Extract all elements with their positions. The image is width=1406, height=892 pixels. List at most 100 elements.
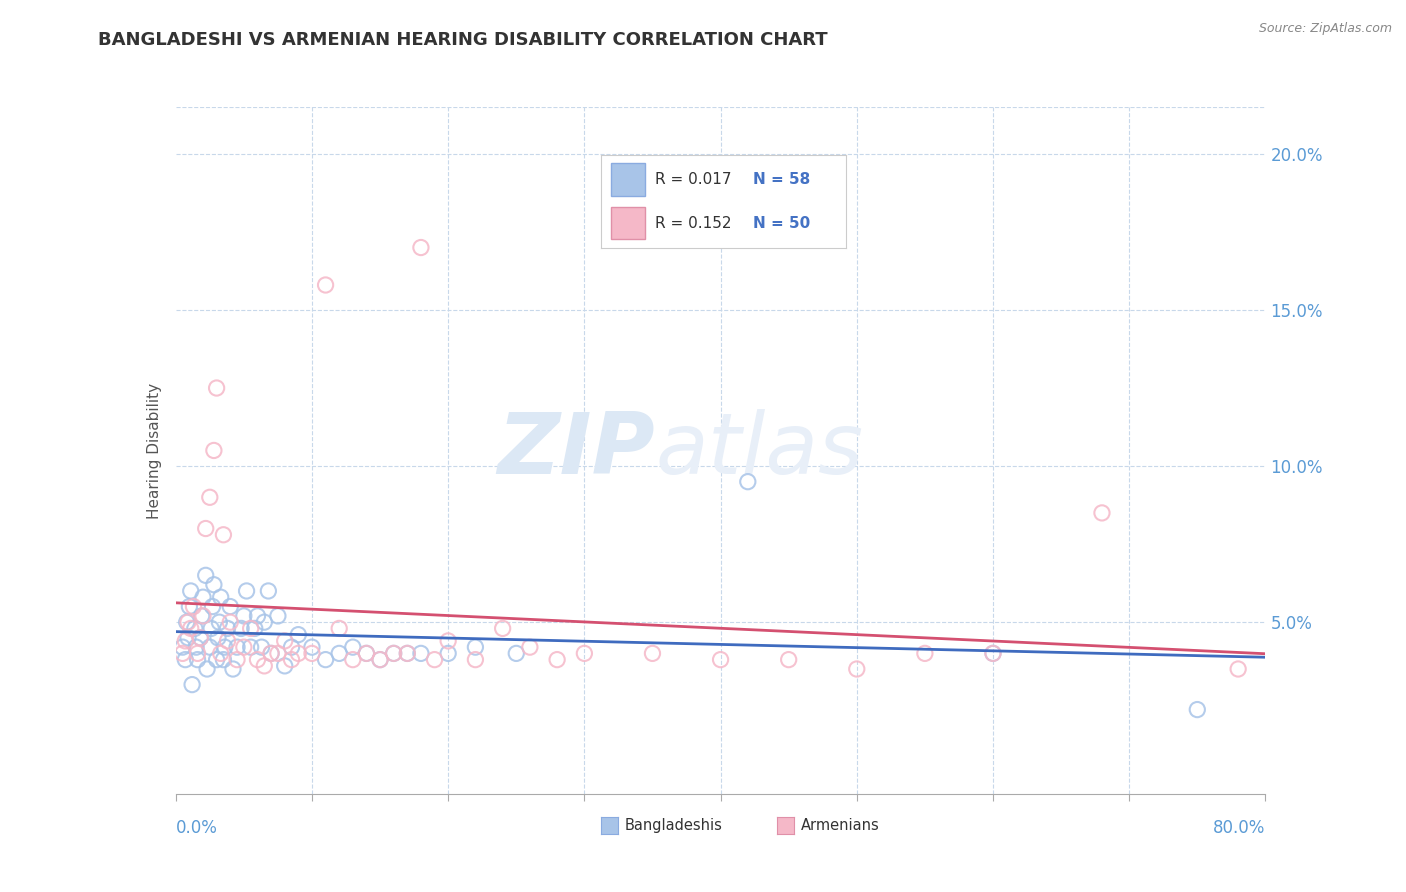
Point: [287, 646, 309, 660]
Point: [235, 583, 257, 598]
Point: [356, 646, 378, 660]
Point: [186, 653, 209, 667]
Point: [184, 621, 207, 635]
Point: [505, 646, 527, 660]
Point: [172, 646, 194, 660]
Point: [180, 583, 202, 598]
Point: [232, 640, 254, 655]
Point: [200, 621, 222, 635]
Text: Armenians: Armenians: [801, 818, 880, 833]
Point: [198, 490, 221, 504]
Point: [342, 653, 364, 667]
Point: [710, 653, 733, 667]
Point: [396, 646, 419, 660]
Point: [246, 653, 269, 667]
Point: [226, 640, 249, 655]
Point: [188, 631, 211, 645]
Point: [914, 646, 936, 660]
Point: [464, 640, 486, 655]
Point: [409, 240, 432, 254]
Point: [198, 640, 221, 655]
Point: [260, 646, 283, 660]
Point: [202, 578, 225, 592]
Point: [641, 646, 664, 660]
Point: [274, 658, 297, 673]
Point: [214, 640, 236, 655]
Point: [183, 599, 205, 614]
Point: [492, 621, 515, 635]
Point: [328, 621, 350, 635]
Point: [188, 631, 211, 645]
Text: Source: ZipAtlas.com: Source: ZipAtlas.com: [1258, 22, 1392, 36]
Point: [232, 608, 254, 623]
Text: 0.0%: 0.0%: [176, 819, 218, 837]
Point: [1187, 703, 1209, 717]
Text: N = 58: N = 58: [752, 172, 810, 187]
Text: ZIP: ZIP: [498, 409, 655, 492]
Point: [253, 658, 276, 673]
Point: [205, 381, 228, 395]
Point: [180, 621, 202, 635]
Point: [217, 633, 239, 648]
Text: BANGLADESHI VS ARMENIAN HEARING DISABILITY CORRELATION CHART: BANGLADESHI VS ARMENIAN HEARING DISABILI…: [98, 31, 828, 49]
Point: [208, 615, 231, 630]
Point: [246, 608, 269, 623]
Point: [1227, 662, 1250, 676]
Point: [194, 521, 217, 535]
Point: [845, 662, 868, 676]
Point: [1091, 506, 1114, 520]
Point: [181, 678, 204, 692]
Point: [287, 628, 309, 642]
Text: R = 0.017: R = 0.017: [655, 172, 731, 187]
Point: [177, 615, 200, 630]
Point: [981, 646, 1004, 660]
Point: [981, 646, 1004, 660]
Point: [250, 640, 273, 655]
Point: [217, 621, 239, 635]
Point: [207, 631, 229, 645]
Text: N = 50: N = 50: [752, 216, 810, 231]
Point: [226, 653, 249, 667]
Bar: [610, 163, 645, 196]
Point: [194, 568, 217, 582]
Point: [280, 653, 302, 667]
Point: [239, 621, 262, 635]
Point: [382, 646, 405, 660]
Point: [382, 646, 405, 660]
Point: [195, 662, 218, 676]
Point: [368, 653, 391, 667]
Point: [222, 662, 245, 676]
Point: [212, 527, 235, 541]
Point: [239, 640, 262, 655]
Point: [191, 591, 214, 605]
Point: [409, 646, 432, 660]
Point: [243, 621, 266, 635]
Point: [177, 631, 200, 645]
Point: [260, 646, 283, 660]
Point: [267, 646, 290, 660]
Point: [219, 615, 242, 630]
Y-axis label: Hearing Disability: Hearing Disability: [146, 383, 162, 518]
Point: [315, 653, 337, 667]
Text: R = 0.152: R = 0.152: [655, 216, 731, 231]
Text: 80.0%: 80.0%: [1213, 819, 1265, 837]
Point: [778, 653, 800, 667]
Point: [546, 653, 568, 667]
Point: [209, 591, 232, 605]
Point: [172, 640, 194, 655]
Point: [205, 653, 228, 667]
Point: [423, 653, 446, 667]
Point: [519, 640, 541, 655]
Point: [315, 277, 337, 292]
Point: [342, 640, 364, 655]
Point: [212, 653, 235, 667]
Point: [464, 653, 486, 667]
Point: [179, 599, 201, 614]
Point: [201, 599, 224, 614]
Point: [186, 640, 208, 655]
Bar: [610, 207, 645, 239]
Point: [253, 615, 276, 630]
Point: [574, 646, 596, 660]
Point: [257, 583, 280, 598]
Point: [328, 646, 350, 660]
